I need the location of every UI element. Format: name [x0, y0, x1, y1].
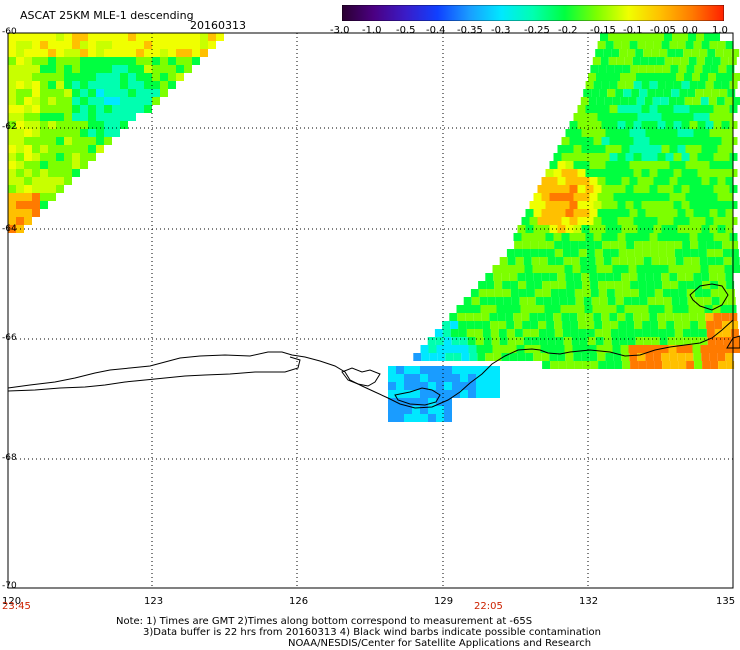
graticule [8, 33, 733, 588]
note-line-2: 3)Data buffer is 22 hrs from 20160313 4)… [143, 627, 601, 638]
colorbar-label: -0.25 [524, 25, 550, 36]
product-title: ASCAT 25KM MLE-1 descending [20, 9, 194, 22]
colorbar-label: -0.1 [623, 25, 643, 36]
colorbar-label: -0.4 [426, 25, 446, 36]
wind-data-layer [8, 33, 740, 422]
colorbar-label: 0.0 [682, 25, 698, 36]
colorbar-label: -0.5 [396, 25, 416, 36]
colorbar-label: 1.0 [712, 25, 728, 36]
lon-label: 126 [289, 596, 309, 607]
lat-label: -66 [2, 333, 17, 343]
colorbar-label: -0.3 [491, 25, 511, 36]
product-date: 20160313 [190, 19, 246, 32]
colorbar-label: -1.0 [362, 25, 382, 36]
coastline [7, 283, 740, 409]
lon-label: 135 [716, 596, 736, 607]
lat-label: -68 [2, 453, 17, 463]
map-frame [7, 32, 734, 589]
lat-label: -60 [2, 27, 17, 37]
colorbar-labels: -3.0 -1.0 -0.5 -0.4 -0.35 -0.3 -0.25 -0.… [330, 25, 735, 37]
lon-label: 132 [579, 596, 599, 607]
lat-label: -64 [2, 224, 17, 234]
colorbar-label: -0.35 [457, 25, 483, 36]
time-label: 23:45 [2, 601, 31, 612]
colorbar-label: -0.2 [558, 25, 578, 36]
time-label: 22:05 [474, 601, 503, 612]
colorbar-label: -0.05 [650, 25, 676, 36]
lon-label: 120 [2, 596, 22, 607]
lat-label: -62 [2, 122, 17, 132]
colorbar-label: -0.15 [590, 25, 616, 36]
lat-label: -70 [2, 581, 17, 591]
note-line-3: NOAA/NESDIS/Center for Satellite Applica… [288, 638, 592, 649]
colorbar-label: -3.0 [330, 25, 350, 36]
note-line-1: Note: 1) Times are GMT 2)Times along bot… [116, 616, 533, 627]
lon-label: 123 [144, 596, 164, 607]
lon-label: 129 [434, 596, 454, 607]
